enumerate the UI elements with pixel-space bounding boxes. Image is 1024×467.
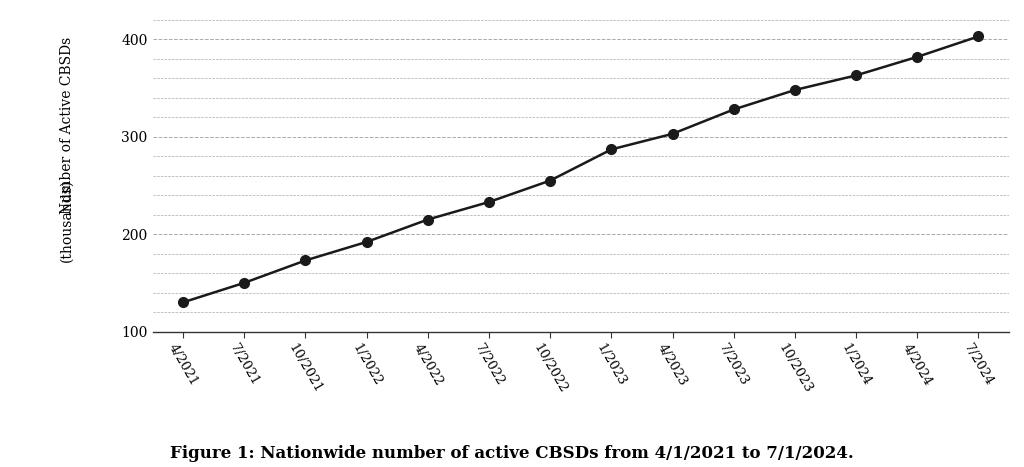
Text: Figure 1: Nationwide number of active CBSDs from 4/1/2021 to 7/1/2024.: Figure 1: Nationwide number of active CB… xyxy=(170,446,854,462)
Text: Number of Active CBSDs: Number of Active CBSDs xyxy=(60,37,74,214)
Text: (thousands): (thousands) xyxy=(60,179,74,262)
